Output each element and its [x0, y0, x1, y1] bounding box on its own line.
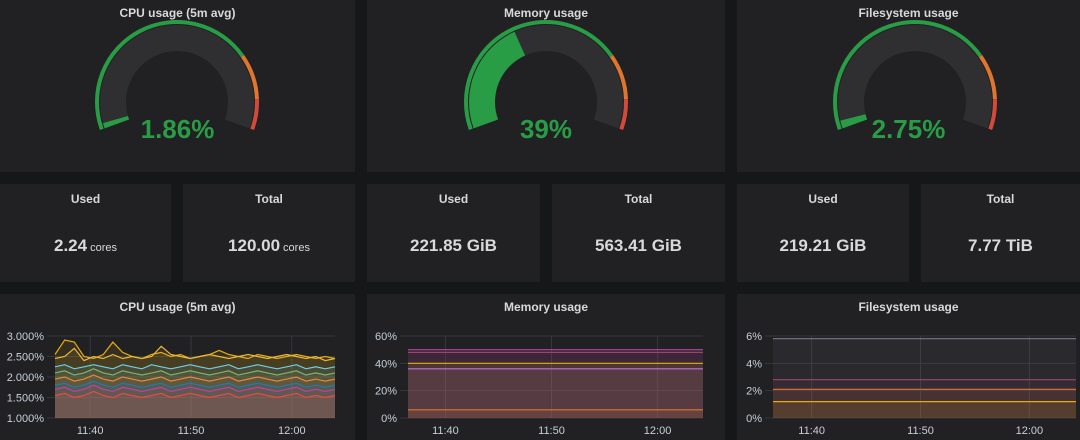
- x-tick-label: 12:00: [278, 425, 306, 437]
- gauge-panel-filesystem: Filesystem usage 2.75%: [737, 0, 1080, 172]
- stat-value: 7.77 TiB: [968, 236, 1033, 255]
- panel-title[interactable]: CPU usage (5m avg): [119, 300, 236, 314]
- series-area: [408, 363, 703, 418]
- stat-panel-filesystem-total: Total 7.77 TiB: [921, 184, 1080, 282]
- filesystem-gauge-value: 2.75%: [871, 114, 946, 144]
- threshold-critical-arc: [619, 99, 628, 131]
- series-area: [55, 368, 335, 418]
- series-line: [54, 345, 336, 362]
- cpu-gauge: [95, 20, 259, 131]
- series-area: [55, 346, 335, 418]
- panel-title[interactable]: Filesystem usage: [858, 300, 959, 314]
- y-tick-label: 3.000%: [7, 331, 45, 343]
- y-tick-label: 20%: [375, 386, 397, 398]
- x-tick-label: 12:00: [1016, 425, 1044, 437]
- x-tick-label: 11:50: [907, 425, 934, 437]
- y-tick-label: 6%: [746, 331, 762, 343]
- stat-label[interactable]: Used: [438, 192, 469, 206]
- panel-title[interactable]: Memory usage: [503, 300, 589, 314]
- stat-value: 563.41 GiB: [595, 236, 682, 255]
- stat-label[interactable]: Total: [624, 192, 653, 206]
- stat-panel-memory-used: Used 221.85 GiB: [367, 184, 540, 282]
- panel-title[interactable]: CPU usage (5m avg): [119, 6, 236, 20]
- memory-usage-graph[interactable]: 60% 40% 20% 0% 11:40 11:50 12:00: [367, 294, 725, 440]
- stat-label[interactable]: Total: [255, 192, 283, 206]
- memory-gauge-value: 39%: [519, 114, 573, 144]
- y-tick-label: 2.500%: [7, 352, 45, 364]
- cpu-gauge-value: 1.86%: [140, 114, 215, 144]
- series-line: [54, 364, 336, 370]
- x-tick-label: 12:00: [644, 425, 672, 437]
- gauge-value-arc: [469, 31, 526, 129]
- gauge-value-arc: [840, 114, 868, 129]
- threshold-warning-arc: [240, 54, 259, 100]
- y-tick-label: 4%: [746, 358, 762, 370]
- series-line: [54, 368, 336, 376]
- stat-value: 221.85 GiB: [410, 236, 497, 255]
- series-area: [408, 368, 703, 418]
- threshold-warning-arc: [978, 54, 997, 100]
- stat-value: 2.24 cores: [0, 236, 171, 256]
- stat-label[interactable]: Used: [70, 192, 101, 206]
- series-area: [55, 391, 335, 418]
- gauge-value-arc: [102, 115, 130, 129]
- series-area: [408, 409, 703, 418]
- stat-label[interactable]: Total: [986, 192, 1015, 206]
- threshold-warning-arc: [609, 54, 628, 100]
- filesystem-gauge: [833, 20, 997, 131]
- x-tick-label: 11:50: [538, 425, 565, 437]
- stat-label[interactable]: Used: [808, 192, 838, 206]
- filesystem-usage-graph[interactable]: 6% 4% 2% 0% 11:40 11:50 12:00: [737, 294, 1080, 440]
- x-tick-label: 11:40: [77, 425, 104, 437]
- x-tick-label: 11:40: [798, 425, 825, 437]
- series-line: [54, 374, 336, 382]
- stat-value: 219.21 GiB: [779, 236, 867, 255]
- stat-panel-cpu-total: Total 120.00 cores: [183, 184, 355, 282]
- stat-panel-filesystem-used: Used 219.21 GiB: [737, 184, 909, 282]
- series-area: [55, 375, 335, 418]
- x-tick-label: 11:50: [178, 425, 205, 437]
- series-area: [773, 401, 1076, 418]
- series-line: [54, 384, 336, 393]
- x-tick-label: 11:40: [432, 425, 459, 437]
- memory-gauge: [464, 20, 628, 131]
- y-tick-label: 1.500%: [7, 393, 45, 405]
- y-tick-label: 60%: [375, 331, 397, 343]
- threshold-ok-arc: [95, 20, 245, 131]
- stat-unit: cores: [283, 242, 310, 254]
- y-tick-label: 0%: [381, 413, 397, 425]
- series-line: [54, 390, 336, 399]
- gauge-panel-cpu: CPU usage (5m avg) 1.86%: [0, 0, 355, 172]
- series-line: [54, 380, 336, 388]
- series-area: [55, 340, 335, 418]
- stat-number: 2.24: [54, 236, 88, 255]
- stat-number: 120.00: [228, 236, 281, 255]
- stat-panel-memory-total: Total 563.41 GiB: [552, 184, 725, 282]
- panel-title[interactable]: Memory usage: [503, 6, 589, 20]
- y-tick-label: 0%: [746, 413, 762, 425]
- series-area: [55, 381, 335, 418]
- threshold-critical-arc: [988, 99, 997, 131]
- panel-title[interactable]: Filesystem usage: [858, 6, 959, 20]
- stat-panel-cpu-used: Used 2.24 cores: [0, 184, 171, 282]
- y-tick-label: 40%: [375, 358, 397, 370]
- series-area: [773, 389, 1076, 418]
- stat-value: 120.00 cores: [183, 236, 355, 256]
- gauge-panel-memory: Memory usage 39%: [367, 0, 725, 172]
- stat-unit: cores: [90, 242, 117, 254]
- graph-panel-memory: Memory usage 60% 40% 20% 0% 11:40 11:50 12:00: [367, 294, 725, 440]
- threshold-critical-arc: [250, 99, 259, 131]
- series-area: [773, 338, 1076, 418]
- y-tick-label: 2%: [746, 386, 762, 398]
- y-tick-label: 1.000%: [7, 413, 45, 425]
- graph-panel-cpu: CPU usage (5m avg) 3.000% 2.500% 2.000% 1.5…: [0, 294, 355, 440]
- graph-panel-filesystem: Filesystem usage 6% 4% 2% 0% 11:40 11:50 12:00: [737, 294, 1080, 440]
- gauge-track: [100, 25, 254, 129]
- series-area: [408, 349, 703, 418]
- gauge-track: [838, 25, 992, 129]
- cpu-usage-graph[interactable]: 3.000% 2.500% 2.000% 1.500% 1.000% 11:40 11:50…: [0, 294, 355, 440]
- y-tick-label: 2.000%: [7, 372, 45, 384]
- threshold-ok-arc: [833, 20, 983, 131]
- threshold-ok-arc: [464, 20, 614, 131]
